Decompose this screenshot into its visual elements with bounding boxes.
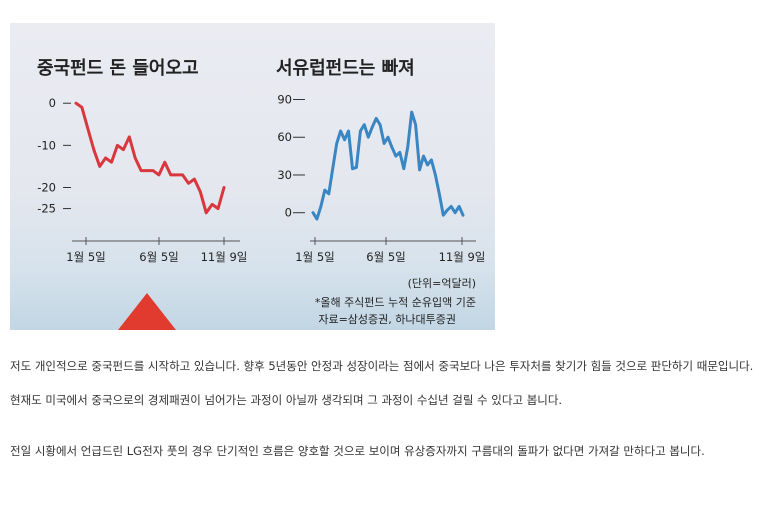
source-note: 자료=삼성증권, 하나대투증권 — [318, 312, 456, 326]
paragraph-3: 전일 시황에서 언급드린 LG전자 풋의 경우 단기적인 흐름은 양호할 것으로… — [10, 444, 705, 458]
decorative-triangle — [118, 293, 176, 330]
right-y-tick-label: 90 — [277, 93, 292, 107]
right-chart-title: 서유럽펀드는 빠져 — [276, 58, 415, 79]
article-body: 저도 개인적으로 중국펀드를 시작하고 있습니다. 향후 5년동안 안정과 성장… — [10, 358, 755, 477]
right-x-axis: 1월 5일 6월 5일 11월 9일 — [295, 237, 485, 264]
unit-note: (단위=억달러) — [408, 277, 476, 290]
left-x-tick-label: 1월 5일 — [66, 250, 105, 264]
paragraph-2: 현재도 미국에서 중국으로의 경제패권이 넘어가는 과정이 아닐까 생각되며 그… — [10, 393, 563, 407]
right-y-tick-label: 0 — [285, 206, 292, 220]
right-x-tick-label: 11월 9일 — [439, 250, 486, 264]
left-x-tick-label: 11월 9일 — [201, 250, 248, 264]
left-series-line — [74, 101, 226, 215]
footnote: *올해 주식펀드 누적 순유입액 기준 — [315, 295, 476, 309]
left-y-tick-label: -20 — [37, 181, 56, 195]
left-y-tick-label: -25 — [37, 202, 56, 216]
left-x-axis: 1월 5일 6월 5일 11월 9일 — [66, 237, 247, 264]
left-x-tick-label: 6월 5일 — [139, 250, 178, 264]
right-y-axis: 90 60 30 0 — [277, 93, 305, 220]
right-x-tick-label: 6월 5일 — [366, 250, 405, 264]
left-y-tick-label: -10 — [37, 138, 56, 152]
paragraph-1: 저도 개인적으로 중국펀드를 시작하고 있습니다. 향후 5년동안 안정과 성장… — [10, 359, 754, 373]
right-series-line — [311, 110, 465, 221]
chart-canvas: 중국펀드 돈 들어오고 0-10-20-25 1월 5일 6월 5일 11월 9일 … — [37, 58, 485, 330]
left-chart-title: 중국펀드 돈 들어오고 — [37, 58, 199, 79]
right-y-tick-label: 60 — [277, 130, 292, 144]
right-y-tick-label: 30 — [277, 168, 292, 182]
left-y-axis: 0 -10 -20 -25 — [37, 96, 71, 216]
left-y-tick-label: 0 — [49, 96, 56, 110]
right-x-tick-label: 1월 5일 — [295, 250, 334, 264]
chart-figure: 중국펀드 돈 들어오고 0 -10 -20 -25 1월 5일 6월 5일 11월 9일 … — [10, 23, 495, 330]
